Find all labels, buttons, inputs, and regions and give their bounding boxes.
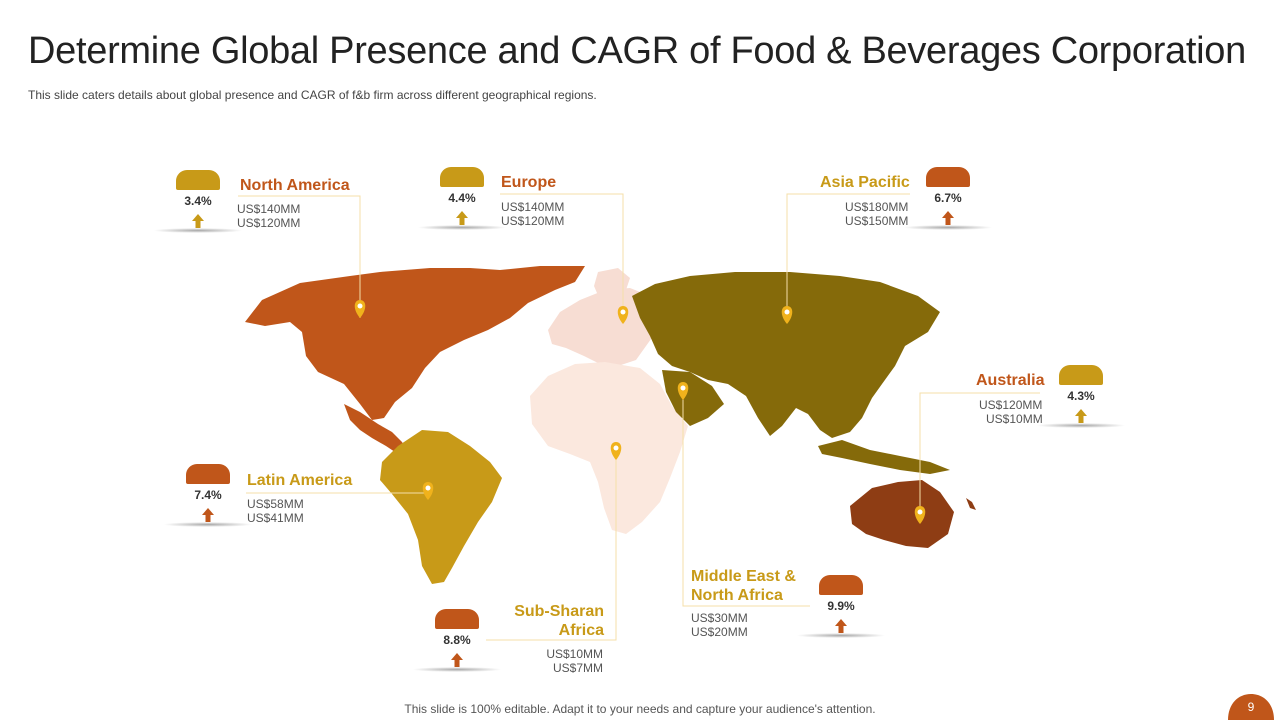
australia-cagr-badge: 4.3% xyxy=(1036,365,1126,435)
badge-shadow xyxy=(1036,423,1126,428)
latin-america-label: Latin America xyxy=(247,472,353,489)
badge-shadow xyxy=(153,228,243,233)
europe-pin-icon xyxy=(617,306,629,324)
latin-america-cagr-badge: 7.4% xyxy=(163,464,253,534)
asia-pacific-connector xyxy=(786,193,910,316)
asia-shape xyxy=(632,272,940,438)
north-america-figures: US$140MM US$120MM xyxy=(237,202,300,230)
figure-value: US$120MM xyxy=(501,214,565,228)
south-america-shape xyxy=(380,430,502,584)
figure-value: US$180MM xyxy=(845,200,909,214)
arabia-shape xyxy=(662,370,724,426)
page-number-badge: 9 xyxy=(1228,694,1274,720)
middle-east-figures: US$30MM US$20MM xyxy=(691,611,748,639)
north-america-label: North America xyxy=(240,177,350,194)
badge-cap xyxy=(819,575,863,595)
region-name-line: Sub-Sharan xyxy=(514,603,604,620)
europe-cagr-badge: 4.4% xyxy=(417,167,507,237)
badge-shadow xyxy=(796,633,886,638)
figure-value: US$120MM xyxy=(979,398,1043,412)
figure-value: US$10MM xyxy=(986,412,1043,426)
figure-value: US$150MM xyxy=(845,214,909,228)
europe-shape xyxy=(548,288,658,366)
badge-cap xyxy=(435,609,479,629)
north-america-shape xyxy=(245,266,585,420)
arrow-up-icon xyxy=(451,653,463,667)
arrow-up-icon xyxy=(835,619,847,633)
australia-shape xyxy=(850,480,954,548)
australia-connector xyxy=(919,392,1040,514)
asia-pacific-label: Asia Pacific xyxy=(820,174,910,191)
middle-east-label: Middle East & North Africa xyxy=(691,567,796,605)
europe-figures: US$140MM US$120MM xyxy=(501,200,564,228)
badge-cap xyxy=(1059,365,1103,385)
australia-label: Australia xyxy=(976,372,1045,389)
cagr-value: 8.8% xyxy=(443,633,471,647)
cagr-value: 4.4% xyxy=(448,191,476,205)
location-pins xyxy=(354,300,926,524)
badge-cap xyxy=(176,170,220,190)
arrow-up-icon xyxy=(1075,409,1087,423)
figure-value: US$140MM xyxy=(237,202,301,216)
sub-saharan-africa-cagr-badge: 8.8% xyxy=(412,609,502,679)
figure-value: US$41MM xyxy=(247,511,304,525)
figure-value: US$58MM xyxy=(247,497,304,511)
central-america-shape xyxy=(344,404,408,454)
latin-america-figures: US$58MM US$41MM xyxy=(247,497,304,525)
page-title: Determine Global Presence and CAGR of Fo… xyxy=(28,30,1246,72)
sub-saharan-africa-figures: US$10MM US$7MM xyxy=(530,647,603,675)
sub-saharan-africa-connector xyxy=(486,450,617,641)
new-zealand-shape xyxy=(966,498,976,510)
cagr-value: 3.4% xyxy=(184,194,212,208)
badge-shadow xyxy=(417,225,507,230)
badge-cap xyxy=(440,167,484,187)
page-subtitle: This slide caters details about global p… xyxy=(28,88,597,102)
figure-value: US$7MM xyxy=(552,661,603,675)
cagr-value: 4.3% xyxy=(1067,389,1095,403)
arrow-up-icon xyxy=(942,211,954,225)
europe-label: Europe xyxy=(501,174,557,191)
badge-shadow xyxy=(903,225,993,230)
figure-value: US$10MM xyxy=(546,647,603,661)
badge-cap xyxy=(186,464,230,484)
figure-value: US$30MM xyxy=(691,611,748,625)
region-name-line: Middle East & xyxy=(691,568,796,585)
africa-shape xyxy=(530,362,688,534)
middle-east-connector xyxy=(682,392,810,607)
figure-value: US$120MM xyxy=(237,216,301,230)
latin-america-pin-icon xyxy=(422,482,434,500)
australia-pin-icon xyxy=(914,506,926,524)
badge-cap xyxy=(926,167,970,187)
cagr-value: 7.4% xyxy=(194,488,222,502)
middle-east-cagr-badge: 9.9% xyxy=(796,575,886,645)
north-america-pin-icon xyxy=(354,300,366,318)
cagr-value: 9.9% xyxy=(827,599,855,613)
arrow-up-icon xyxy=(202,508,214,522)
sub-saharan-africa-label: Sub-Sharan Africa xyxy=(494,602,604,640)
continents xyxy=(245,266,976,584)
cagr-value: 6.7% xyxy=(934,191,962,205)
page-number: 9 xyxy=(1248,700,1255,714)
figure-value: US$20MM xyxy=(691,625,748,639)
europe-connector xyxy=(500,193,624,316)
arrow-up-icon xyxy=(192,214,204,228)
north-america-cagr-badge: 3.4% xyxy=(153,170,243,240)
region-name-line: North Africa xyxy=(691,587,783,604)
australia-figures: US$120MM US$10MM xyxy=(979,398,1043,426)
sub-saharan-africa-pin-icon xyxy=(610,442,622,460)
asia-pacific-figures: US$180MM US$150MM xyxy=(845,200,908,228)
asia-pacific-pin-icon xyxy=(781,306,793,324)
arrow-up-icon xyxy=(456,211,468,225)
asia-pacific-cagr-badge: 6.7% xyxy=(903,167,993,237)
middle-east-pin-icon xyxy=(677,382,689,400)
north-america-connector xyxy=(238,195,361,318)
badge-shadow xyxy=(412,667,502,672)
connector-lines xyxy=(238,193,1040,641)
indonesia-shape xyxy=(818,440,950,474)
region-name-line: Africa xyxy=(558,622,604,639)
footer-note: This slide is 100% editable. Adapt it to… xyxy=(404,702,876,716)
figure-value: US$140MM xyxy=(501,200,565,214)
badge-shadow xyxy=(163,522,253,527)
